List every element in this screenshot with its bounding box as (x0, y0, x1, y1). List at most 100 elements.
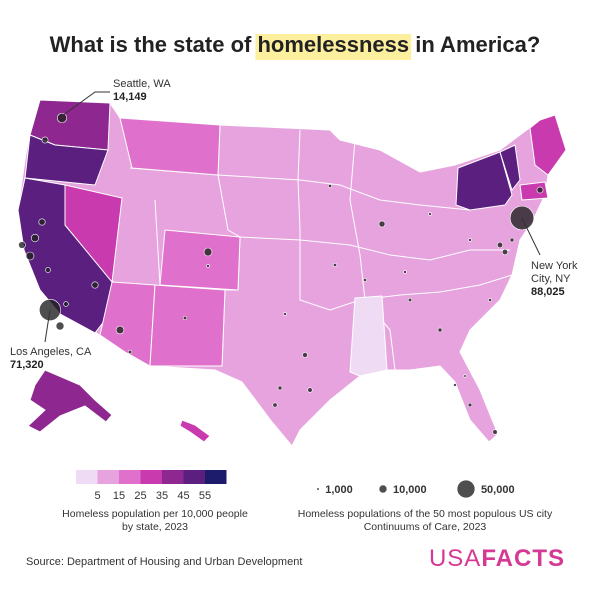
city-bubble (25, 251, 35, 261)
legend-bubble (378, 484, 388, 494)
callout: Los Angeles, CA 71,320 (10, 346, 91, 372)
city-bubble (45, 267, 51, 273)
city-bubble (283, 312, 287, 316)
title-part: What is the state of (50, 32, 258, 57)
city-bubble (509, 237, 515, 243)
state-ak (27, 369, 113, 433)
legend-swatch (97, 470, 119, 484)
city-bubble (41, 136, 49, 144)
state-border (239, 236, 510, 261)
legend-swatch (205, 470, 227, 484)
logo-light: USA (429, 545, 481, 572)
legend-tick-label: 15 (113, 490, 125, 502)
legend-size-label: 50,000 (481, 484, 515, 496)
title-part: in America? (409, 32, 540, 57)
city-bubble (407, 297, 413, 303)
city-bubble (115, 325, 125, 335)
callout-name: Los Angeles, CA (10, 346, 92, 358)
callout-value: 88,025 (531, 286, 565, 298)
state-az (99, 281, 156, 367)
callout-line (61, 91, 110, 117)
city-bubble (403, 270, 407, 274)
legend-caption: Homeless populations of the 50 most popu… (297, 508, 553, 533)
legend-caption: Homeless population per 10,000 people by… (62, 508, 248, 533)
city-bubble (206, 264, 210, 268)
bubbles (18, 112, 544, 435)
legend-swatch (119, 470, 141, 484)
city-bubble (468, 238, 472, 242)
city-bubble (463, 374, 467, 378)
city-bubble (307, 387, 313, 393)
city-bubble (55, 321, 65, 331)
callout-name: New York City, NY (531, 260, 578, 285)
city-bubble (378, 220, 386, 228)
city-bubble (536, 186, 544, 194)
city-bubble (127, 349, 133, 355)
city-bubble (272, 402, 278, 408)
city-bubble (91, 281, 99, 289)
legend-tick-label: 5 (94, 490, 100, 502)
callout-line (521, 217, 541, 256)
city-bubble (437, 327, 443, 333)
callout-value: 14,149 (113, 91, 147, 103)
source: Source: Department of Housing and Urban … (26, 556, 302, 568)
legend-size-label: 1,000 (325, 484, 353, 496)
title-highlight-text: homelessness (257, 32, 409, 57)
state-vt (499, 144, 521, 191)
city-bubble (428, 212, 432, 216)
city-bubble (488, 298, 492, 302)
callout: New York City, NY 88,025 (531, 260, 586, 299)
state-border (297, 129, 513, 311)
legend-swatch (183, 470, 205, 484)
logo-bold: FACTS (481, 545, 565, 572)
callout: Seattle, WA 14,149 (113, 78, 171, 104)
city-bubble (203, 247, 213, 257)
states (17, 99, 567, 447)
state-or (24, 134, 109, 186)
callout-name: Seattle, WA (113, 78, 171, 90)
city-bubble (501, 248, 509, 256)
city-bubble (496, 241, 504, 249)
city-bubble (182, 315, 188, 321)
legend-tick-label: 35 (156, 490, 168, 502)
state-ma (519, 181, 549, 201)
legend-swatch (76, 470, 98, 484)
legend-swatch (162, 470, 184, 484)
legend-tick-label: 25 (134, 490, 146, 502)
city-bubble (492, 429, 498, 435)
city-bubble (363, 278, 367, 282)
legend-swatch (140, 470, 162, 484)
state-border (349, 139, 396, 371)
legend-tick-label: 55 (199, 490, 211, 502)
state-mt (119, 117, 221, 176)
legend-size-label: 10,000 (393, 484, 427, 496)
city-bubble (277, 385, 283, 391)
city-bubble (333, 263, 337, 267)
state-nm (149, 284, 226, 367)
title: What is the state of homelessness in Ame… (50, 32, 541, 57)
legend-bubble (316, 487, 320, 491)
city-bubble (38, 218, 46, 226)
legend: 5 15 25 35 45 55 1,000 10,000 50,000 (76, 470, 515, 502)
legend-bubble (456, 479, 476, 499)
title-highlight (255, 34, 412, 60)
callout-line (44, 309, 51, 343)
state-co (159, 229, 241, 291)
city-bubble (302, 352, 308, 358)
city-bubble (56, 112, 68, 124)
legend-tick-label: 45 (177, 490, 189, 502)
state-hi (179, 419, 211, 443)
state-ms (349, 295, 388, 377)
city-bubble (453, 383, 457, 387)
city-bubble (30, 233, 40, 243)
city-bubble (328, 184, 332, 188)
logo: USAFACTS (429, 545, 565, 572)
callout-value: 71,320 (10, 359, 44, 371)
city-bubble (467, 402, 473, 408)
state-me (529, 114, 567, 176)
city-bubble (63, 301, 69, 307)
state-border (154, 199, 161, 286)
city-bubble (18, 241, 26, 249)
